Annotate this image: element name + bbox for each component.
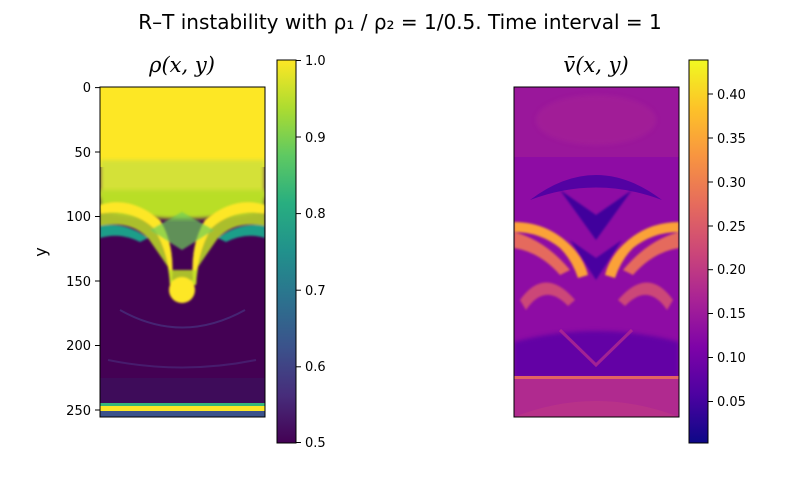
v-colorbar-tick-label: 0.35 [717,132,746,147]
rho-colorbar-tick-label: 0.6 [305,360,326,375]
rho-y-tick-label: 100 [66,210,91,225]
rho-colorbar-tick-label: 1.0 [305,54,326,69]
rho-colorbar-tick-label: 0.8 [305,207,326,222]
rho-axes-frame [99,86,266,418]
v-axes-frame [513,86,680,418]
v-colorbar-tick-label: 0.10 [717,351,746,366]
rho-heatmap-image [100,87,265,417]
rho-panel-title: ρ(x, y) [148,53,215,77]
rho-colorbar-tick-label: 0.9 [305,131,326,146]
v-colorbar-tick-label: 0.25 [717,220,746,235]
v-colorbar-tick-label: 0.15 [717,307,746,322]
rho-y-tick-label: 150 [66,275,91,290]
rho-colorbar-tick-label: 0.5 [305,436,326,451]
v-colorbar-tick-label: 0.40 [717,88,746,103]
v-colorbar: 0.05 0.10 0.15 0.20 0.25 0.30 0.35 0.40 [688,59,746,444]
v-colorbar-tick-label: 0.30 [717,176,746,191]
rho-y-tick-label: 250 [66,404,91,419]
figure-suptitle: R–T instability with ρ₁ / ρ₂ = 1/0.5. Ti… [138,10,662,34]
rho-y-axis: 0 50 100 150 200 250 [66,81,100,419]
rho-y-tick-label: 0 [83,81,91,96]
v-colorbar-tick-label: 0.20 [717,263,746,278]
v-panel-title: v̄(x, y) [563,53,628,77]
rho-y-tick-label: 50 [74,146,91,161]
rho-colorbar-tick-label: 0.7 [305,284,326,299]
rho-y-tick-label: 200 [66,339,91,354]
v-colorbar-tick-label: 0.05 [717,395,746,410]
v-heatmap-image [514,87,679,417]
rho-y-axis-label: y [31,247,50,256]
rho-colorbar: 1.0 0.9 0.8 0.7 0.6 0.5 [276,54,326,451]
